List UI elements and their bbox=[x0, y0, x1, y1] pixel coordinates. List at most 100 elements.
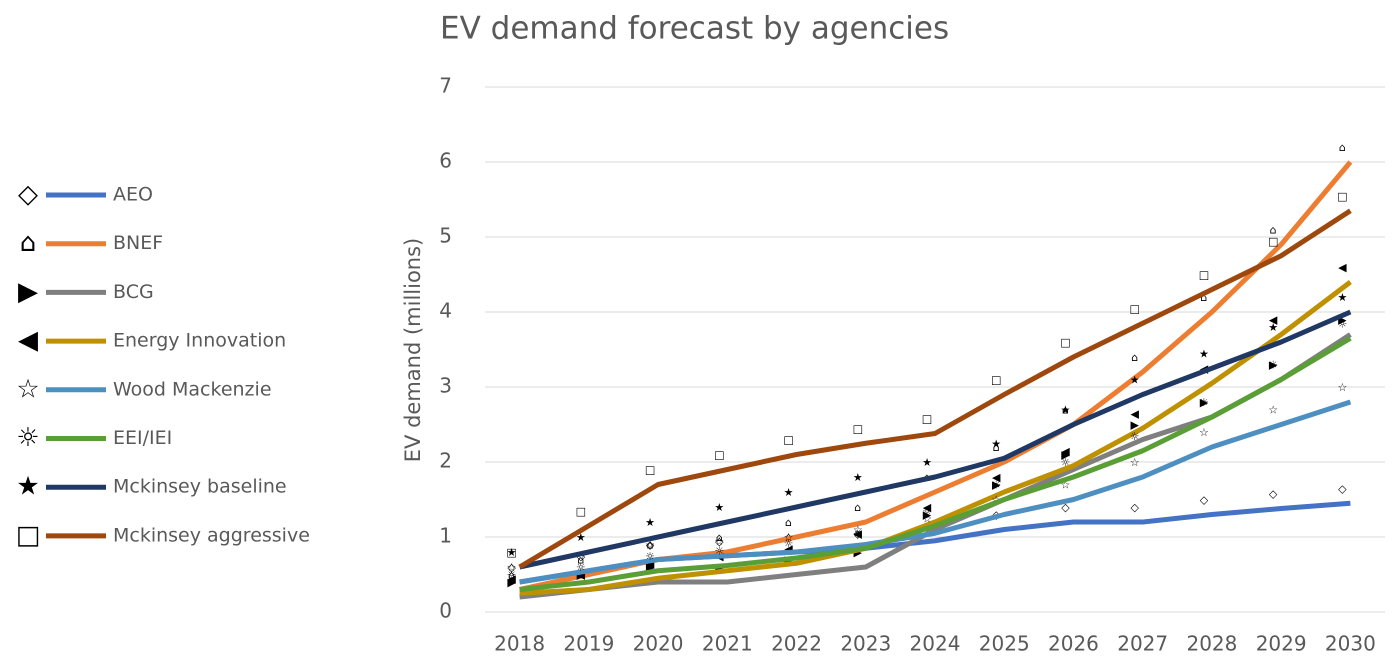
point-marker: ☼ bbox=[645, 550, 655, 563]
x-tick-label: 2021 bbox=[702, 632, 753, 656]
point-marker: □ bbox=[783, 434, 793, 447]
y-tick-label: 0 bbox=[439, 599, 452, 623]
legend-label: EEI/IEI bbox=[113, 427, 172, 449]
point-marker: ☼ bbox=[576, 561, 586, 574]
point-marker: ★ bbox=[991, 437, 1001, 450]
legend-symbol: ☼ bbox=[16, 423, 39, 453]
point-marker: □ bbox=[506, 546, 516, 559]
point-marker: ◀ bbox=[577, 569, 586, 582]
point-marker: ★ bbox=[645, 516, 655, 529]
series-line bbox=[519, 336, 1352, 592]
point-marker: ◇ bbox=[1061, 501, 1070, 514]
point-marker: ⌂ bbox=[1131, 351, 1138, 364]
point-marker: ★ bbox=[714, 501, 724, 514]
point-marker: ☆ bbox=[784, 531, 794, 544]
point-marker: ☼ bbox=[991, 479, 1001, 492]
series-line bbox=[519, 399, 1352, 585]
point-marker: ☼ bbox=[784, 537, 794, 550]
point-marker: ★ bbox=[1130, 374, 1140, 387]
point-marker: ◀ bbox=[1338, 261, 1347, 274]
point-marker: ◀ bbox=[1269, 314, 1278, 327]
point-marker: ⌂ bbox=[993, 441, 1000, 454]
x-tick-label: 2023 bbox=[840, 632, 891, 656]
y-tick-label: 7 bbox=[439, 74, 452, 98]
point-marker: ★ bbox=[507, 546, 517, 559]
x-tick-label: 2020 bbox=[633, 632, 684, 656]
point-marker: ◇ bbox=[1269, 488, 1278, 501]
point-marker: ▶ bbox=[577, 569, 586, 582]
point-marker: ★ bbox=[1337, 291, 1347, 304]
point-marker: ☆ bbox=[714, 535, 724, 548]
point-marker: □ bbox=[1337, 190, 1347, 203]
x-tick-label: 2028 bbox=[1186, 632, 1237, 656]
y-axis-label: EV demand (millions) bbox=[401, 238, 425, 462]
legend-symbol: ★ bbox=[16, 472, 39, 502]
point-marker: ▶ bbox=[1269, 359, 1278, 372]
point-marker: ◀ bbox=[854, 527, 863, 540]
y-tick-label: 6 bbox=[439, 149, 452, 173]
x-tick-label: 2026 bbox=[1048, 632, 1099, 656]
point-marker: ☆ bbox=[1268, 404, 1278, 417]
point-marker: ▶ bbox=[1061, 449, 1070, 462]
point-marker: ⌂ bbox=[1270, 224, 1277, 237]
point-marker: ☼ bbox=[922, 505, 932, 518]
x-tick-label: 2022 bbox=[771, 632, 822, 656]
point-marker: ◀ bbox=[992, 471, 1001, 484]
point-marker: ▶ bbox=[507, 576, 516, 589]
point-marker: ☼ bbox=[714, 545, 724, 558]
point-marker: □ bbox=[853, 422, 863, 435]
point-marker: ⌂ bbox=[647, 539, 654, 552]
x-tick-label: 2024 bbox=[910, 632, 961, 656]
point-marker: ★ bbox=[922, 456, 932, 469]
legend-symbol: ◀ bbox=[18, 326, 38, 356]
point-marker: ⌂ bbox=[508, 569, 515, 582]
point-marker: ◇ bbox=[646, 539, 655, 552]
point-marker: ★ bbox=[1061, 404, 1071, 417]
point-marker: ☆ bbox=[507, 561, 517, 574]
point-marker: ☆ bbox=[922, 512, 932, 525]
x-tick-label: 2025 bbox=[979, 632, 1030, 656]
point-marker: ☆ bbox=[1199, 426, 1209, 439]
point-marker: □ bbox=[714, 449, 724, 462]
point-marker: ◀ bbox=[923, 501, 932, 514]
legend-symbol: ⌂ bbox=[20, 228, 37, 258]
legend-label: Energy Innovation bbox=[113, 330, 286, 352]
point-marker: ☆ bbox=[1130, 456, 1140, 469]
point-marker: ▶ bbox=[1338, 314, 1347, 327]
point-marker: ◇ bbox=[715, 535, 724, 548]
point-marker: ◇ bbox=[1200, 494, 1209, 507]
point-marker: ★ bbox=[576, 531, 586, 544]
point-marker: ▶ bbox=[854, 546, 863, 559]
series-line bbox=[519, 280, 1352, 596]
point-marker: ▶ bbox=[646, 561, 655, 574]
x-tick-label: 2019 bbox=[563, 632, 614, 656]
chart-title: EV demand forecast by agencies bbox=[440, 11, 949, 47]
legend-label: BCG bbox=[113, 281, 154, 303]
point-marker: □ bbox=[576, 505, 586, 518]
point-marker: ▶ bbox=[1130, 419, 1139, 432]
x-tick-label: 2029 bbox=[1256, 632, 1307, 656]
point-marker: ◀ bbox=[784, 542, 793, 555]
point-marker: ☼ bbox=[1130, 430, 1140, 443]
y-tick-label: 1 bbox=[439, 524, 452, 548]
point-marker: ⌂ bbox=[1339, 141, 1346, 154]
point-marker: ◇ bbox=[507, 561, 516, 574]
point-marker: ☼ bbox=[507, 569, 517, 582]
point-marker: ⌂ bbox=[716, 531, 723, 544]
point-marker: ▶ bbox=[992, 479, 1001, 492]
point-marker: ☆ bbox=[853, 524, 863, 537]
y-tick-label: 2 bbox=[439, 449, 452, 473]
point-marker: ☼ bbox=[853, 527, 863, 540]
point-marker: □ bbox=[1129, 302, 1139, 315]
legend-label: Wood Mackenzie bbox=[113, 378, 272, 400]
point-marker: ☼ bbox=[1061, 456, 1071, 469]
point-marker: □ bbox=[1060, 336, 1070, 349]
y-tick-label: 5 bbox=[439, 224, 452, 248]
point-marker: □ bbox=[991, 374, 1001, 387]
point-marker: ◀ bbox=[1130, 407, 1139, 420]
legend-symbol: □ bbox=[16, 520, 41, 550]
legend-label: Mckinsey baseline bbox=[113, 476, 287, 498]
point-marker: ◇ bbox=[577, 550, 586, 563]
point-marker: ▶ bbox=[1200, 396, 1209, 409]
